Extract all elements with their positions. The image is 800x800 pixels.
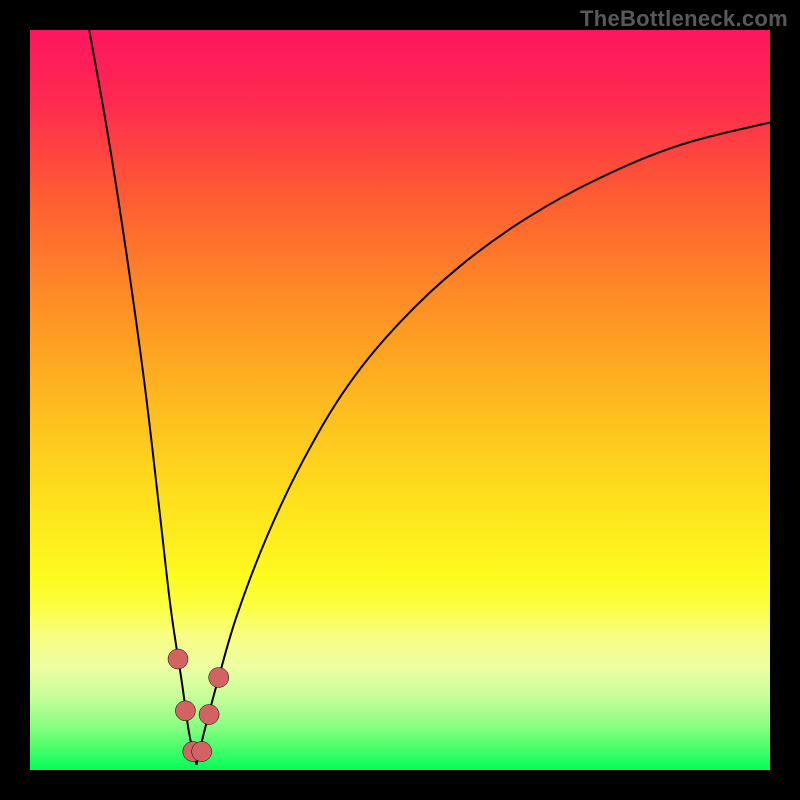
data-marker [168, 649, 188, 669]
curve-layer [30, 30, 770, 770]
marker-group [168, 649, 229, 762]
data-marker [209, 668, 229, 688]
watermark-text: TheBottleneck.com [580, 6, 788, 32]
data-marker [175, 701, 195, 721]
chart-container: TheBottleneck.com [0, 0, 800, 800]
plot-area [30, 30, 770, 770]
data-marker [192, 742, 212, 762]
curve-right-branch [197, 123, 771, 765]
data-marker [199, 705, 219, 725]
